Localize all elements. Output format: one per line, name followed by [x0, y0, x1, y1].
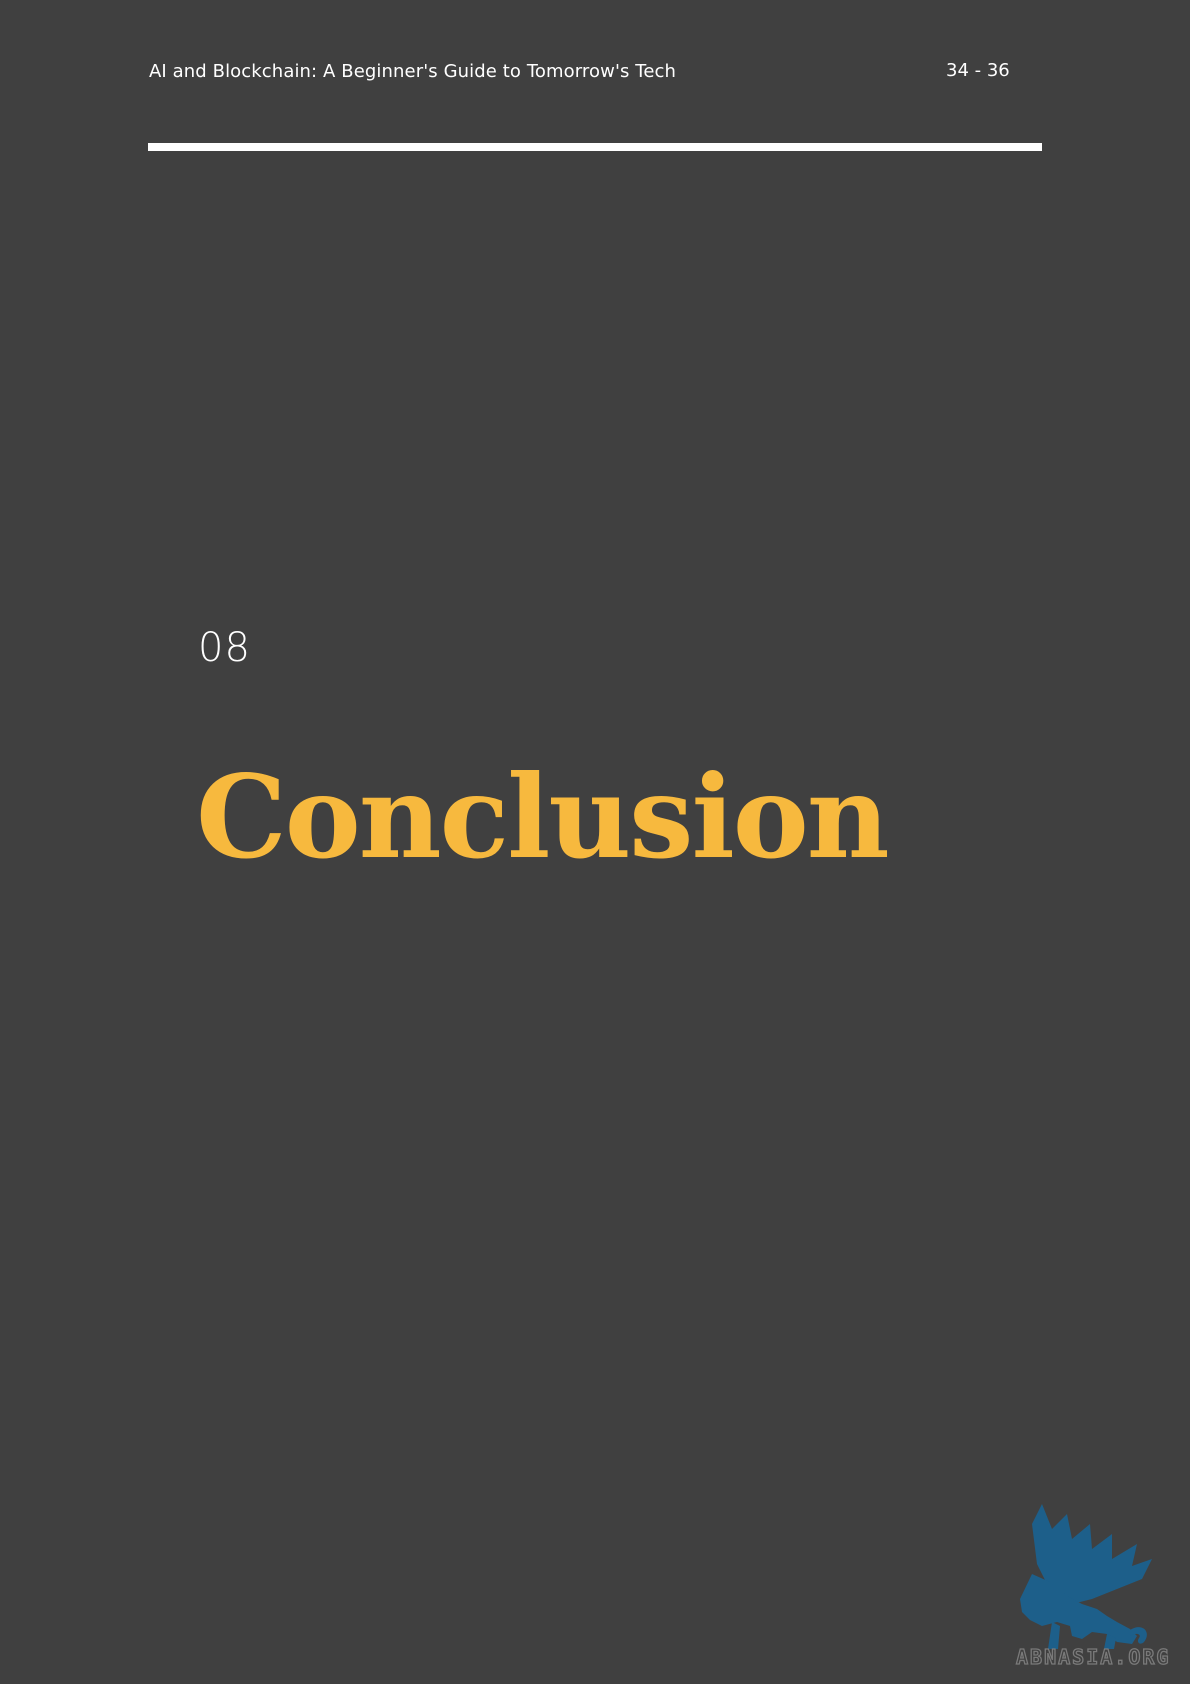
- page-range: 34 - 36: [946, 60, 1010, 81]
- griffin-logo-icon: [1012, 1504, 1187, 1669]
- chapter-title: Conclusion: [196, 750, 890, 884]
- chapter-number: 08: [198, 625, 251, 671]
- watermark-text: ABNASIA.ORG: [1015, 1644, 1171, 1669]
- header-title: AI and Blockchain: A Beginner's Guide to…: [149, 61, 677, 82]
- header-divider: [148, 143, 1042, 151]
